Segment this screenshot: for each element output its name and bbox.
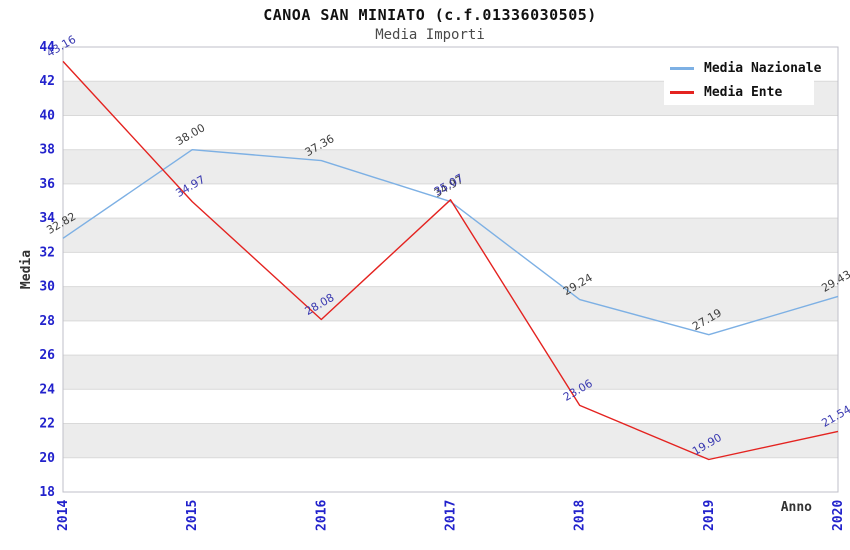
y-tick-label: 26 (39, 348, 55, 363)
legend-label: Media Nazionale (704, 60, 822, 76)
x-tick-label: 2017 (444, 500, 459, 531)
y-axis-title: Media (19, 250, 34, 289)
plot-band (63, 149, 838, 184)
plot-band (63, 355, 838, 390)
x-axis-title: Anno (781, 500, 812, 515)
plot-band (63, 423, 838, 458)
data-label-0: 38.00 (174, 121, 208, 148)
y-tick-label: 18 (39, 485, 55, 500)
y-tick-label: 20 (39, 451, 55, 466)
y-tick-label: 24 (39, 382, 55, 397)
x-tick-label: 2014 (56, 500, 71, 531)
y-tick-label: 28 (39, 314, 55, 329)
x-tick-label: 2015 (185, 500, 200, 531)
legend-label: Media Ente (704, 84, 783, 100)
x-tick-label: 2019 (702, 500, 717, 531)
chart-subtitle: Media Importi (375, 27, 485, 43)
legend-item-media-nazionale: Media Nazionale (664, 59, 821, 77)
y-tick-label: 36 (39, 177, 55, 192)
y-tick-label: 30 (39, 280, 55, 295)
legend: Media Nazionale Media Ente (664, 55, 821, 105)
y-tick-label: 22 (39, 417, 55, 432)
plot-band (63, 218, 838, 253)
x-tick-label: 2018 (573, 500, 588, 531)
x-tick-label: 2020 (831, 500, 846, 531)
y-tick-label: 40 (39, 108, 55, 123)
y-tick-label: 44 (39, 40, 55, 55)
plot-border (62, 46, 839, 493)
legend-item-media-ente: Media Ente (664, 83, 814, 101)
y-tick-label: 32 (39, 245, 55, 260)
plot-band (63, 286, 838, 321)
y-tick-label: 42 (39, 74, 55, 89)
series-line-0 (62, 148, 839, 336)
x-tick-label: 2016 (314, 500, 329, 531)
legend-swatch-media-ente (670, 90, 694, 94)
series-line-1 (62, 60, 839, 461)
chart-title: CANOA SAN MINIATO (c.f.01336030505) (263, 6, 597, 24)
y-tick-label: 34 (39, 211, 55, 226)
legend-swatch-media-nazionale (670, 66, 694, 70)
y-tick-label: 38 (39, 143, 55, 158)
